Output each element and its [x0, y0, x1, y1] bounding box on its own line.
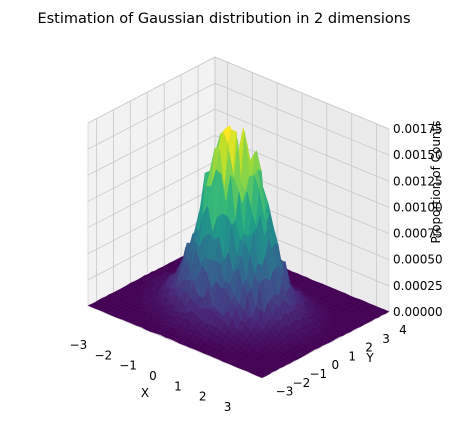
left-grid-z — [87, 187, 216, 255]
back-grid-z — [214, 56, 390, 130]
y-tick-label: −1 — [309, 367, 327, 381]
z-tick-label: 0.00125 — [393, 174, 443, 188]
z-tick-label: 0.00175 — [393, 122, 443, 136]
z-tick-label: 0.00050 — [393, 253, 443, 267]
y-tick-label: 3 — [382, 332, 390, 346]
y-tick-label: 2 — [365, 341, 373, 355]
surface-face — [256, 373, 266, 378]
back-grid-z — [214, 82, 390, 156]
y-tick-label: 4 — [399, 323, 407, 337]
z-tick-label: 0.00150 — [393, 148, 443, 162]
z-tick-label: 0.00025 — [393, 279, 443, 293]
y-tick-label: −2 — [293, 376, 311, 390]
z-tick-label: 0.00000 — [393, 305, 443, 319]
left-grid-z — [87, 108, 216, 176]
left-grid-z — [87, 161, 216, 228]
left-grid-z — [87, 56, 216, 124]
back-grid-z — [214, 108, 390, 182]
x-tick-label: −2 — [94, 348, 112, 362]
x-tick-label: −1 — [119, 359, 137, 373]
z-tick-label: 0.00100 — [393, 200, 443, 214]
left-grid-z — [87, 213, 216, 281]
z-axis-label: Proportion of Counts — [429, 121, 443, 244]
y-tick-label: 0 — [331, 358, 339, 372]
axis-ticks: −3−2−10123−3−2−1012340.000000.000250.000… — [70, 122, 443, 414]
y-axis-label: Y — [365, 351, 374, 365]
chart-title: Estimation of Gaussian distribution in 2… — [37, 11, 410, 27]
y-tick-label: 1 — [348, 349, 356, 363]
left-grid-z — [87, 82, 216, 150]
x-tick-label: 2 — [199, 390, 207, 404]
x-tick-label: 0 — [149, 369, 157, 383]
surface-plot — [87, 125, 390, 378]
y-tick-label: −3 — [276, 385, 294, 399]
x-tick-label: 3 — [224, 400, 232, 414]
z-tick-label: 0.00075 — [393, 227, 443, 241]
left-grid-z — [87, 135, 216, 202]
x-tick-label: 1 — [174, 379, 182, 393]
x-tick-label: −3 — [70, 338, 88, 352]
x-axis-label: X — [141, 386, 149, 400]
